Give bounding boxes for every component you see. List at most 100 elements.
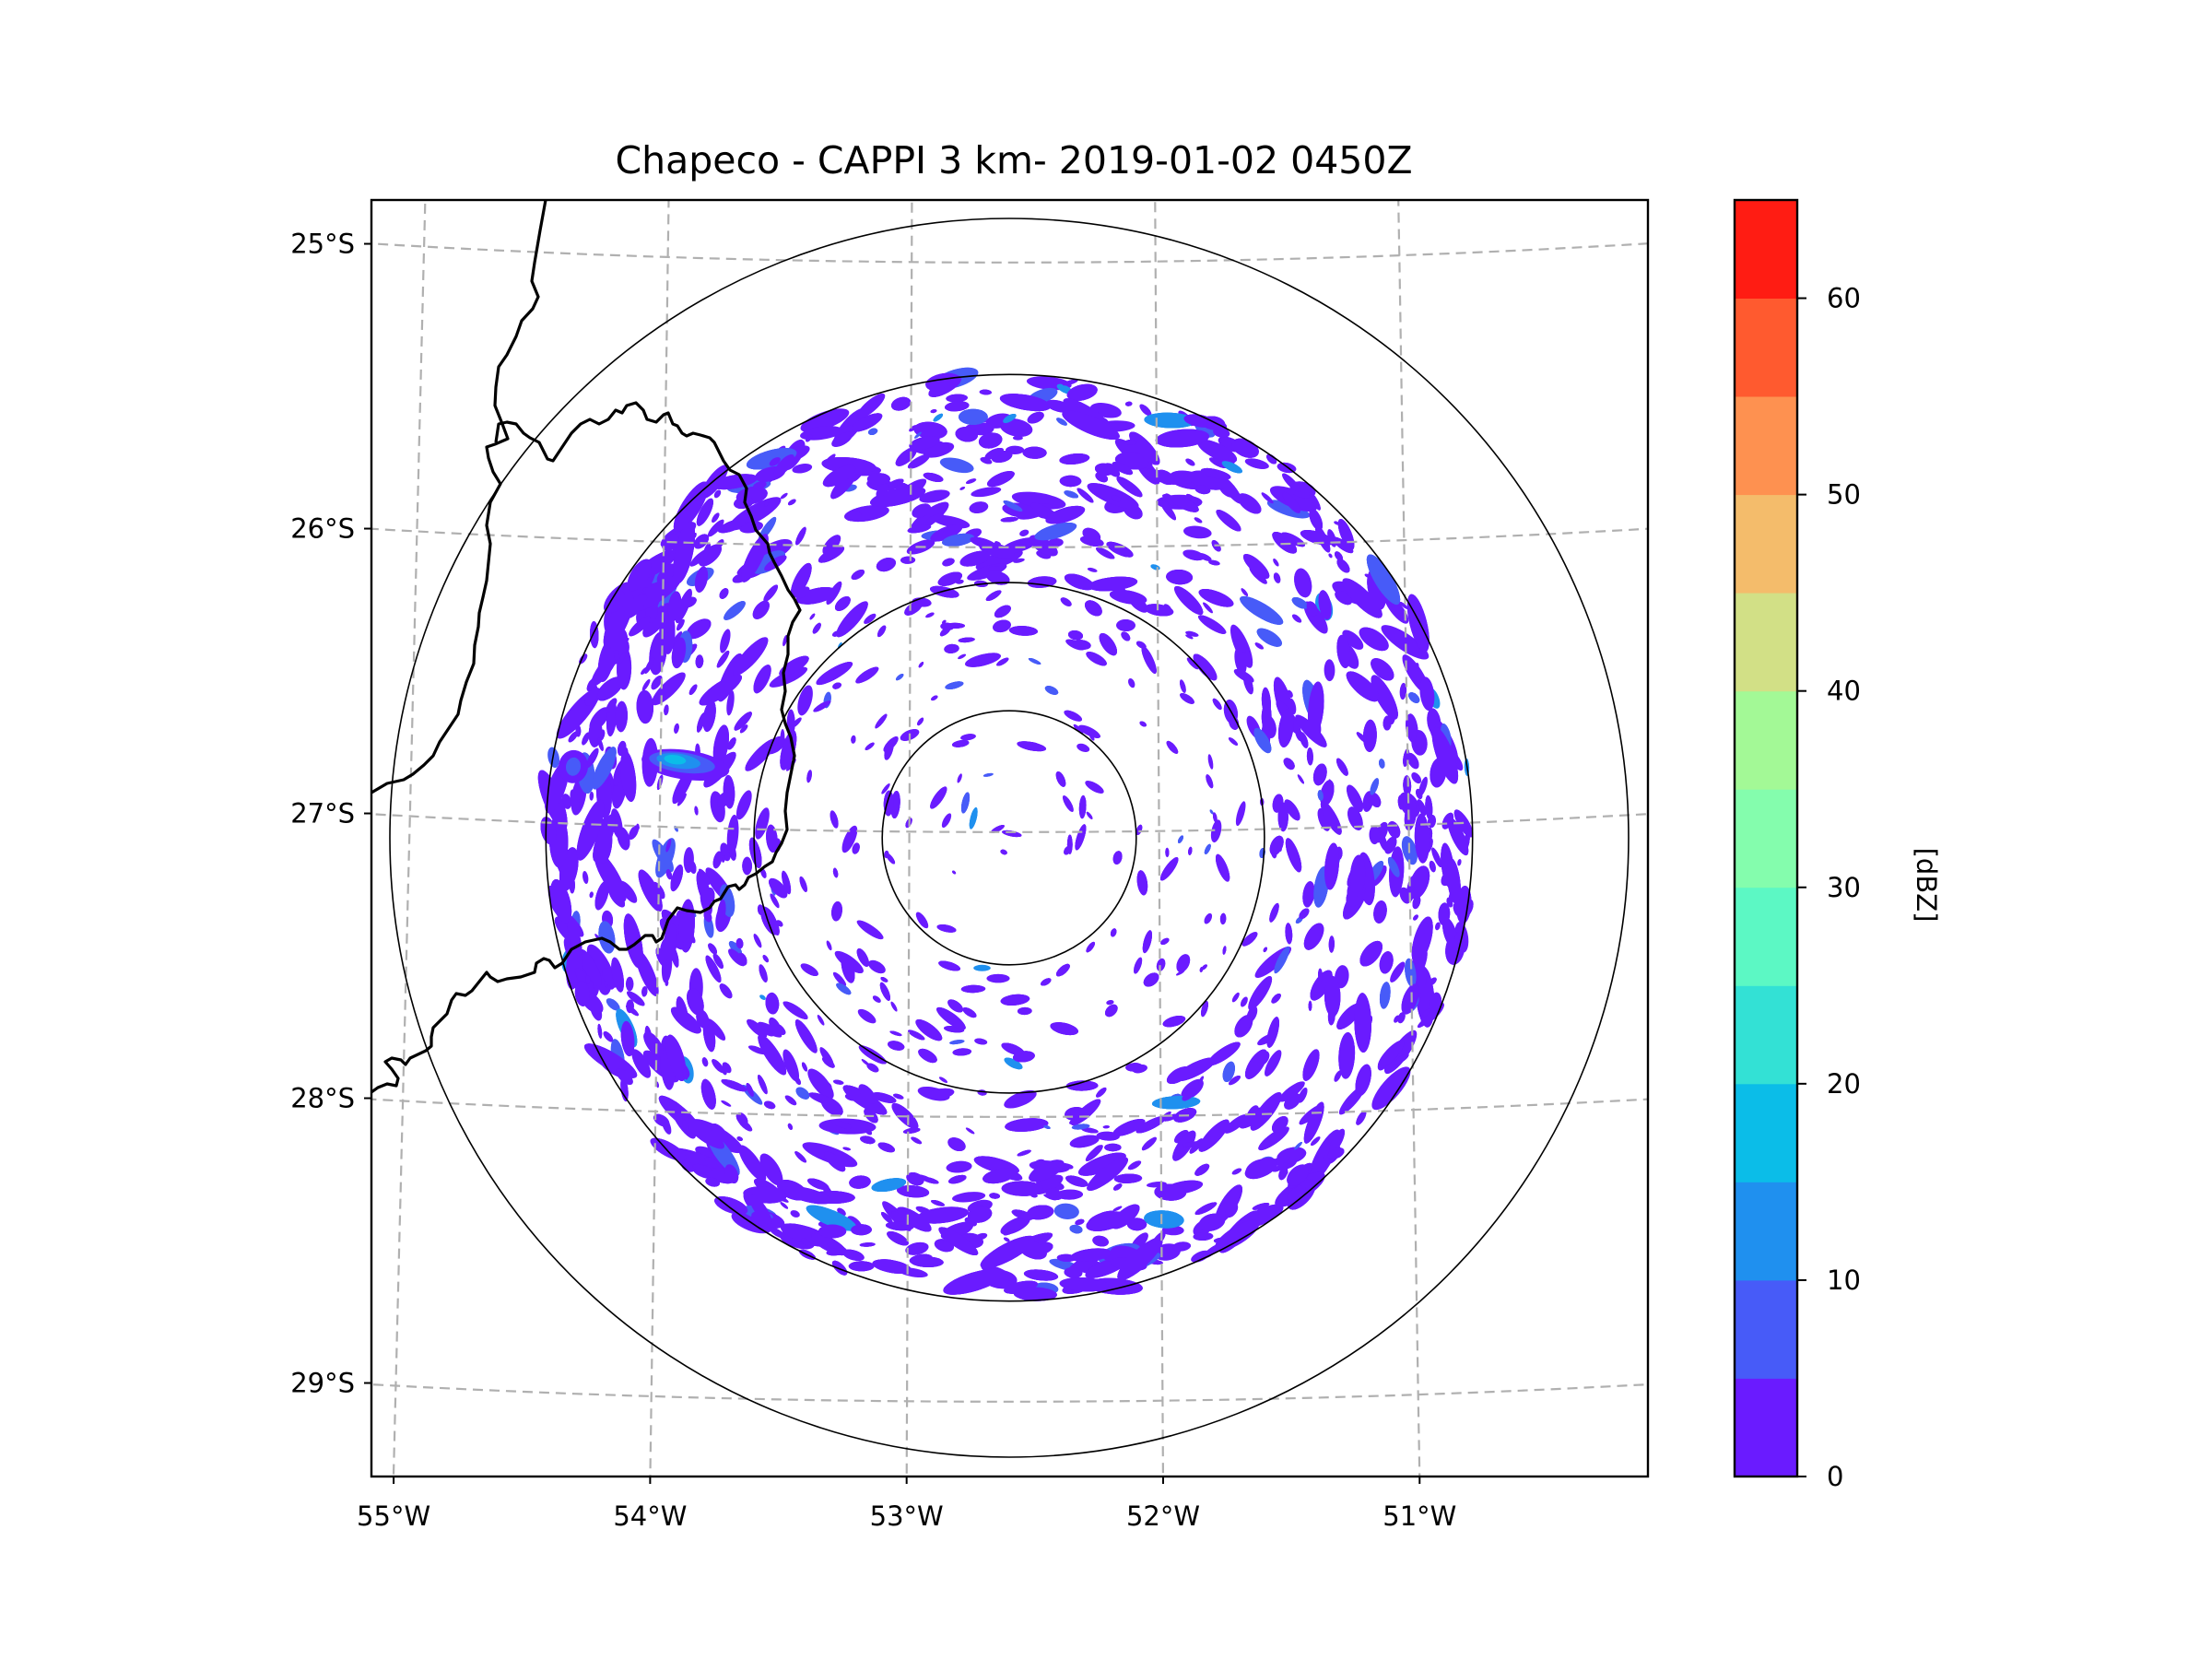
echo-pixel [787, 1123, 794, 1130]
echo-pixel [1302, 881, 1315, 908]
echo-pixel [836, 601, 868, 638]
echo-pixel [1218, 474, 1243, 504]
echo-pixel [570, 789, 580, 810]
lat-tick-label: 27°S [290, 798, 355, 830]
echo-pixel [1110, 928, 1117, 937]
echo-pixel [701, 1057, 709, 1067]
echo-pixel [927, 1088, 955, 1100]
echo-pixel [858, 1045, 887, 1065]
echo-pixel [1124, 401, 1133, 406]
echo-pixel [1124, 440, 1137, 445]
echo-pixel [1403, 775, 1412, 796]
echo-pixel [1274, 946, 1290, 974]
echo-pixel [1320, 780, 1335, 806]
colorbar-bin [1735, 789, 1797, 888]
echo-pixel [1419, 677, 1435, 712]
echo-pixel [877, 1142, 895, 1153]
echo-pixel [1011, 1209, 1034, 1220]
echo-pixel [824, 1151, 846, 1172]
echo-pixel [1371, 658, 1394, 681]
echo-pixel [857, 1008, 877, 1024]
echo-pixel [871, 1092, 897, 1103]
echo-pixel [1001, 1181, 1043, 1196]
echo-pixel [1282, 473, 1300, 492]
echo-pixel [1231, 1168, 1242, 1175]
echo-pixel [712, 1059, 724, 1074]
echo-pixel [812, 622, 821, 634]
echo-pixel [822, 465, 856, 488]
echo-pixel [1041, 978, 1052, 986]
echo-pixel [959, 550, 991, 567]
meridian-54°W [649, 200, 670, 1477]
border-argentina-brazil [371, 401, 802, 1094]
echo-pixel [1261, 492, 1274, 504]
echo-pixel [865, 742, 875, 750]
echo-pixel [795, 1087, 810, 1100]
longitude-tick-labels: 55°W 54°W 53°W 52°W 51°W [357, 1477, 1456, 1532]
echo-pixel [1129, 431, 1160, 465]
echo-pixel [594, 880, 609, 911]
meridian-55°W [392, 200, 427, 1477]
echo-pixel [807, 1178, 830, 1191]
echo-pixel [1050, 1022, 1078, 1036]
echo-pixel [1229, 1075, 1241, 1086]
echo-pixel [643, 1031, 664, 1057]
echo-pixel [1182, 549, 1205, 561]
echo-pixel [742, 856, 752, 876]
echo-pixel [579, 948, 602, 987]
echo-pixel [651, 672, 686, 706]
echo-pixel [1113, 1173, 1143, 1183]
echo-pixel [879, 982, 890, 1001]
echo-pixel [1141, 645, 1157, 674]
echo-pixel [782, 1185, 832, 1205]
echo-pixel [1021, 429, 1029, 433]
echo-pixel [626, 1005, 639, 1017]
echo-pixel [1355, 1064, 1371, 1097]
echo-pixel [1235, 801, 1246, 827]
echo-pixel [1044, 686, 1059, 695]
echo-pixel [1243, 673, 1253, 695]
colorbar-bin [1735, 298, 1797, 397]
lon-tick-label: 54°W [613, 1500, 687, 1532]
echo-pixel [1165, 847, 1170, 858]
echo-pixel [1185, 458, 1195, 466]
echo-pixel [841, 954, 855, 983]
echo-pixel [1417, 799, 1427, 816]
echo-pixel [792, 464, 813, 474]
echo-pixel [946, 1160, 972, 1173]
echo-pixel [922, 1176, 939, 1184]
echo-pixel [1162, 1113, 1179, 1122]
border-paraguay-brazil [371, 200, 547, 794]
echo-pixel [670, 865, 684, 892]
echo-pixel [769, 877, 788, 899]
echo-pixel [1308, 681, 1324, 735]
echo-pixel [752, 600, 770, 619]
echo-pixel [866, 473, 890, 486]
echo-pixel [717, 519, 747, 534]
echo-pixel [1022, 446, 1047, 459]
echo-pixel [574, 968, 595, 994]
echo-pixel [1416, 924, 1429, 940]
echo-pixel [1104, 1004, 1118, 1018]
echo-pixel [644, 656, 655, 674]
echo-pixel [1156, 469, 1175, 486]
echo-pixel [918, 662, 924, 668]
echo-pixel [727, 737, 736, 750]
echo-pixel [820, 1097, 843, 1116]
echo-pixel [784, 1095, 797, 1106]
echo-pixel [627, 991, 645, 1006]
echo-pixel [1056, 1162, 1074, 1170]
echo-pixel [931, 695, 938, 701]
echo-pixel [763, 1100, 776, 1110]
echo-pixel [865, 1129, 873, 1135]
echo-pixel [728, 941, 742, 956]
echo-pixel [864, 613, 877, 625]
echo-pixel [694, 806, 699, 816]
parallel-26°S [371, 527, 1648, 548]
echo-pixel [758, 1075, 768, 1095]
echo-pixel [1401, 983, 1420, 1015]
echo-pixel [746, 1082, 754, 1097]
echo-pixel [576, 799, 605, 861]
echo-pixel [936, 924, 957, 933]
echo-pixel [1144, 604, 1174, 617]
